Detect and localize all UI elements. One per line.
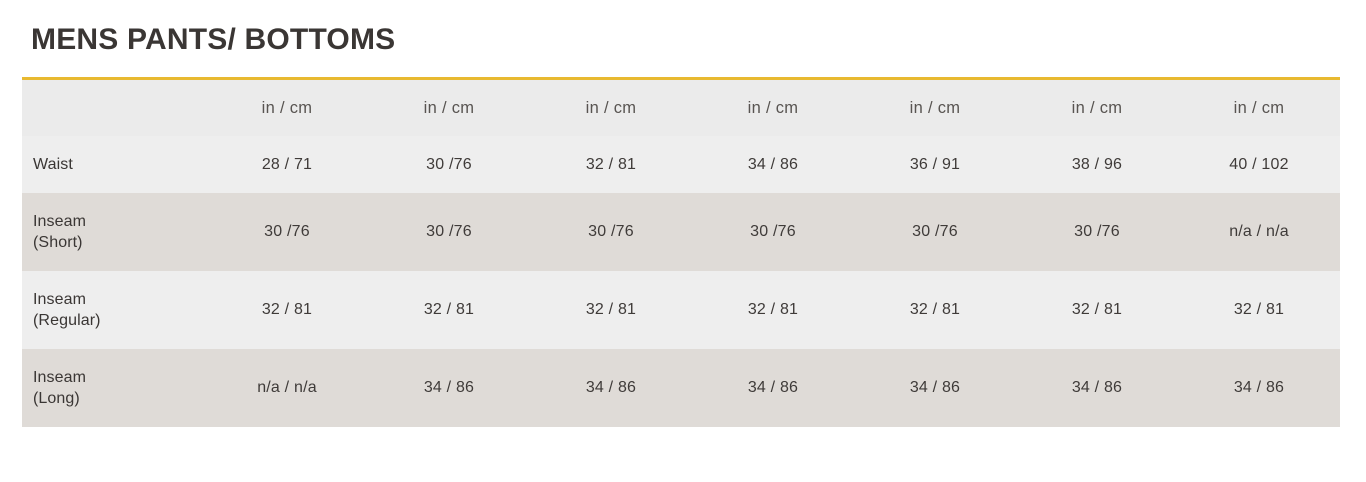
cell-inseam-regular-1: 32 / 81 [206,271,368,349]
cell-inseam-regular-2: 32 / 81 [368,271,530,349]
cell-waist-3: 32 / 81 [530,136,692,193]
header-corner-cell [22,80,206,136]
cell-inseam-regular-4: 32 / 81 [692,271,854,349]
column-header-3: in / cm [530,80,692,136]
table-row: Inseam (Long) n/a / n/a 34 / 86 34 / 86 … [22,349,1340,427]
row-label-line-2: (Short) [33,234,83,251]
cell-inseam-short-5: 30 /76 [854,193,1016,271]
row-label-line-2: (Long) [33,390,80,407]
page-title: MENS PANTS/ BOTTOMS [31,23,396,56]
cell-waist-6: 38 / 96 [1016,136,1178,193]
cell-waist-7: 40 / 102 [1178,136,1340,193]
cell-inseam-short-1: 30 /76 [206,193,368,271]
cell-inseam-long-1: n/a / n/a [206,349,368,427]
column-header-4: in / cm [692,80,854,136]
column-header-2: in / cm [368,80,530,136]
cell-inseam-long-5: 34 / 86 [854,349,1016,427]
row-label-line-1: Inseam [33,291,87,308]
cell-inseam-short-7: n/a / n/a [1178,193,1340,271]
column-header-1: in / cm [206,80,368,136]
row-label-inseam-regular: Inseam (Regular) [22,271,206,349]
cell-inseam-long-4: 34 / 86 [692,349,854,427]
cell-inseam-regular-3: 32 / 81 [530,271,692,349]
cell-waist-2: 30 /76 [368,136,530,193]
cell-inseam-regular-6: 32 / 81 [1016,271,1178,349]
cell-waist-4: 34 / 86 [692,136,854,193]
cell-inseam-regular-5: 32 / 81 [854,271,1016,349]
row-label-line-1: Waist [33,156,73,173]
row-label-line-1: Inseam [33,213,87,230]
table-header-row: in / cm in / cm in / cm in / cm in / cm … [22,80,1340,136]
table-row: Inseam (Short) 30 /76 30 /76 30 /76 30 /… [22,193,1340,271]
column-header-5: in / cm [854,80,1016,136]
cell-inseam-short-4: 30 /76 [692,193,854,271]
cell-inseam-long-3: 34 / 86 [530,349,692,427]
cell-inseam-long-2: 34 / 86 [368,349,530,427]
column-header-6: in / cm [1016,80,1178,136]
cell-inseam-long-7: 34 / 86 [1178,349,1340,427]
cell-waist-1: 28 / 71 [206,136,368,193]
row-label-line-1: Inseam [33,369,87,386]
row-label-inseam-long: Inseam (Long) [22,349,206,427]
row-label-waist: Waist [22,136,206,193]
table-row: Waist 28 / 71 30 /76 32 / 81 34 / 86 36 … [22,136,1340,193]
cell-waist-5: 36 / 91 [854,136,1016,193]
row-label-inseam-short: Inseam (Short) [22,193,206,271]
cell-inseam-short-6: 30 /76 [1016,193,1178,271]
cell-inseam-regular-7: 32 / 81 [1178,271,1340,349]
cell-inseam-short-2: 30 /76 [368,193,530,271]
title-underline-rule [22,77,1340,80]
cell-inseam-long-6: 34 / 86 [1016,349,1178,427]
cell-inseam-short-3: 30 /76 [530,193,692,271]
column-header-7: in / cm [1178,80,1340,136]
size-chart-table: in / cm in / cm in / cm in / cm in / cm … [22,80,1340,427]
table-row: Inseam (Regular) 32 / 81 32 / 81 32 / 81… [22,271,1340,349]
row-label-line-2: (Regular) [33,312,101,329]
